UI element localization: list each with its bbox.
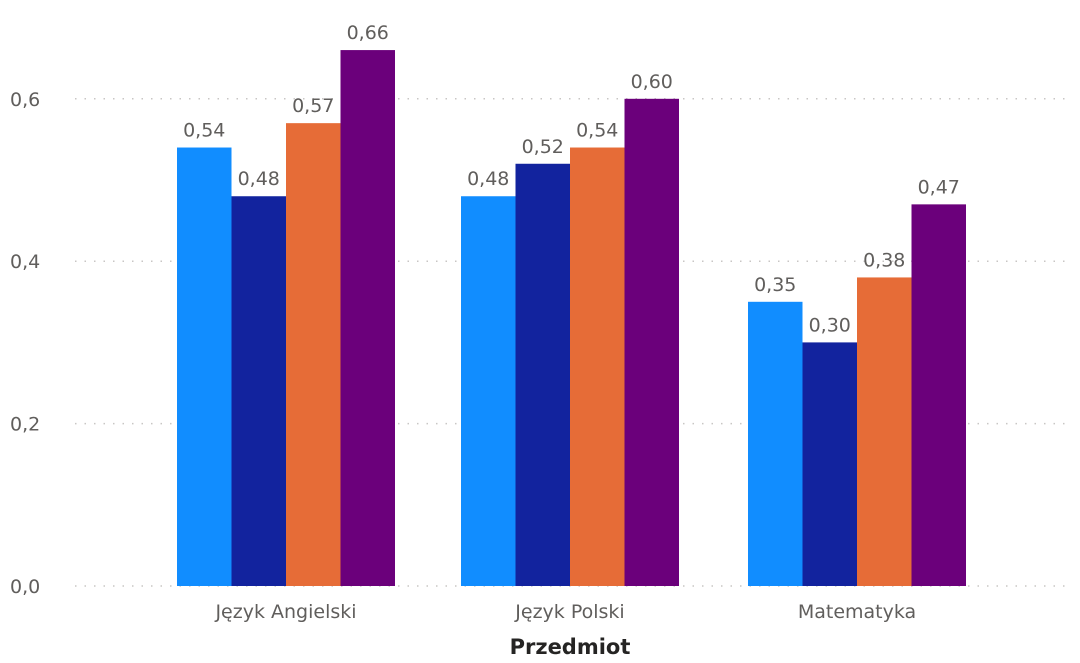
x-tick-label: Matematyka (798, 601, 916, 623)
bar (286, 123, 341, 586)
bar (570, 147, 625, 586)
bar (624, 98, 679, 587)
bar (340, 50, 395, 586)
data-label: 0,48 (238, 168, 280, 190)
y-tick-label: 0,2 (10, 414, 40, 436)
y-tick-label: 0,0 (10, 576, 40, 598)
x-tick-label: Język Polski (514, 601, 624, 623)
bar (802, 342, 857, 586)
x-axis: Język Angielski Język Polski Matematyka (214, 601, 916, 623)
data-label: 0,48 (467, 168, 509, 190)
bar (748, 301, 803, 586)
data-label: 0,66 (347, 22, 389, 44)
y-axis: 0,0 0,2 0,4 0,6 (10, 89, 40, 598)
bar (461, 196, 516, 587)
x-tick-label: Język Angielski (214, 601, 356, 623)
data-label: 0,47 (918, 176, 960, 198)
bars (177, 50, 966, 587)
bar (857, 277, 912, 586)
data-label: 0,54 (576, 120, 618, 142)
data-label: 0,38 (863, 249, 905, 271)
data-labels: 0,54 0,48 0,57 0,66 0,48 0,52 0,54 0,60 0,35 0,30… (183, 22, 960, 336)
data-label: 0,30 (809, 314, 851, 336)
data-label: 0,35 (754, 274, 796, 296)
bar (911, 204, 966, 587)
data-label: 0,57 (292, 95, 334, 117)
data-label: 0,60 (631, 71, 673, 93)
data-label: 0,52 (522, 136, 564, 158)
bar (177, 147, 232, 586)
bar (515, 163, 570, 586)
y-tick-label: 0,4 (10, 251, 40, 273)
x-axis-title: Przedmiot (510, 635, 631, 659)
data-label: 0,54 (183, 120, 225, 142)
bar (231, 196, 286, 587)
y-tick-label: 0,6 (10, 89, 40, 111)
